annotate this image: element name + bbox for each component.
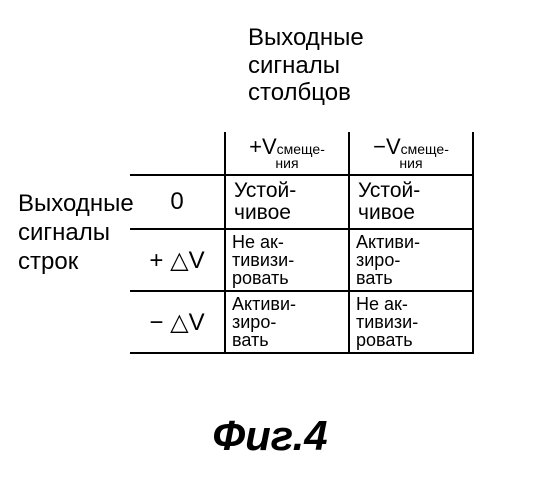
table-row: − △V Активи- зиро- вать Не ак- тивизи- р… [130, 291, 473, 353]
r2c1-line2: зиро- [232, 312, 276, 332]
cell-r2-c2: Не ак- тивизи- ровать [349, 291, 473, 353]
table-header-row: +Vсмеще- ния −Vсмеще- ния [130, 132, 473, 175]
r1c2-line3: вать [356, 268, 393, 288]
r1c1-line2: тивизи- [232, 250, 294, 270]
r1c1-line1: Не ак- [232, 232, 284, 252]
col2-sub2: ния [352, 156, 470, 170]
col-header-2: −Vсмеще- ния [349, 132, 473, 175]
cell-r1-c1: Не ак- тивизи- ровать [225, 229, 349, 291]
r0c2-line2: чивое [358, 201, 415, 224]
column-section-header: Выходные сигналы столбцов [248, 24, 364, 107]
figure-caption: Фиг.4 [0, 412, 540, 460]
r1c2-line1: Активи- [356, 232, 420, 252]
r2c1-line1: Активи- [232, 294, 296, 314]
table-row: + △V Не ак- тивизи- ровать Активи- зиро-… [130, 229, 473, 291]
row-header-line1: Выходные [18, 190, 134, 219]
col-header-line2: сигналы [248, 52, 364, 80]
r2c2-line3: ровать [356, 330, 413, 350]
corner-cell [130, 132, 225, 175]
cell-r2-c1: Активи- зиро- вать [225, 291, 349, 353]
col1-prefix: +V [249, 134, 277, 159]
r1c1-line3: ровать [232, 268, 289, 288]
col-header-line3: столбцов [248, 79, 364, 107]
table-row: 0 Устой- чивое Устой- чивое [130, 175, 473, 229]
col1-sub2: ния [228, 156, 346, 170]
col-header-line1: Выходные [248, 24, 364, 52]
r2c2-line2: тивизи- [356, 312, 418, 332]
cell-r0-c1: Устой- чивое [225, 175, 349, 229]
table: +Vсмеще- ния −Vсмеще- ния 0 Устой- чивое… [130, 132, 474, 354]
row-header-line3: строк [18, 248, 134, 277]
r2c1-line3: вать [232, 330, 269, 350]
col2-prefix: −V [373, 134, 401, 159]
row2-label: − △V [130, 291, 225, 353]
r0c2-line1: Устой- [358, 179, 420, 202]
row0-label: 0 [130, 175, 225, 229]
truth-table: +Vсмеще- ния −Vсмеще- ния 0 Устой- чивое… [130, 132, 474, 354]
r0c1-line2: чивое [234, 201, 291, 224]
r0c1-line1: Устой- [234, 179, 296, 202]
cell-r0-c2: Устой- чивое [349, 175, 473, 229]
col-header-1: +Vсмеще- ния [225, 132, 349, 175]
r1c2-line2: зиро- [356, 250, 400, 270]
row-header-line2: сигналы [18, 219, 134, 248]
row1-label: + △V [130, 229, 225, 291]
cell-r1-c2: Активи- зиро- вать [349, 229, 473, 291]
r2c2-line1: Не ак- [356, 294, 408, 314]
row-section-header: Выходные сигналы строк [18, 190, 134, 276]
